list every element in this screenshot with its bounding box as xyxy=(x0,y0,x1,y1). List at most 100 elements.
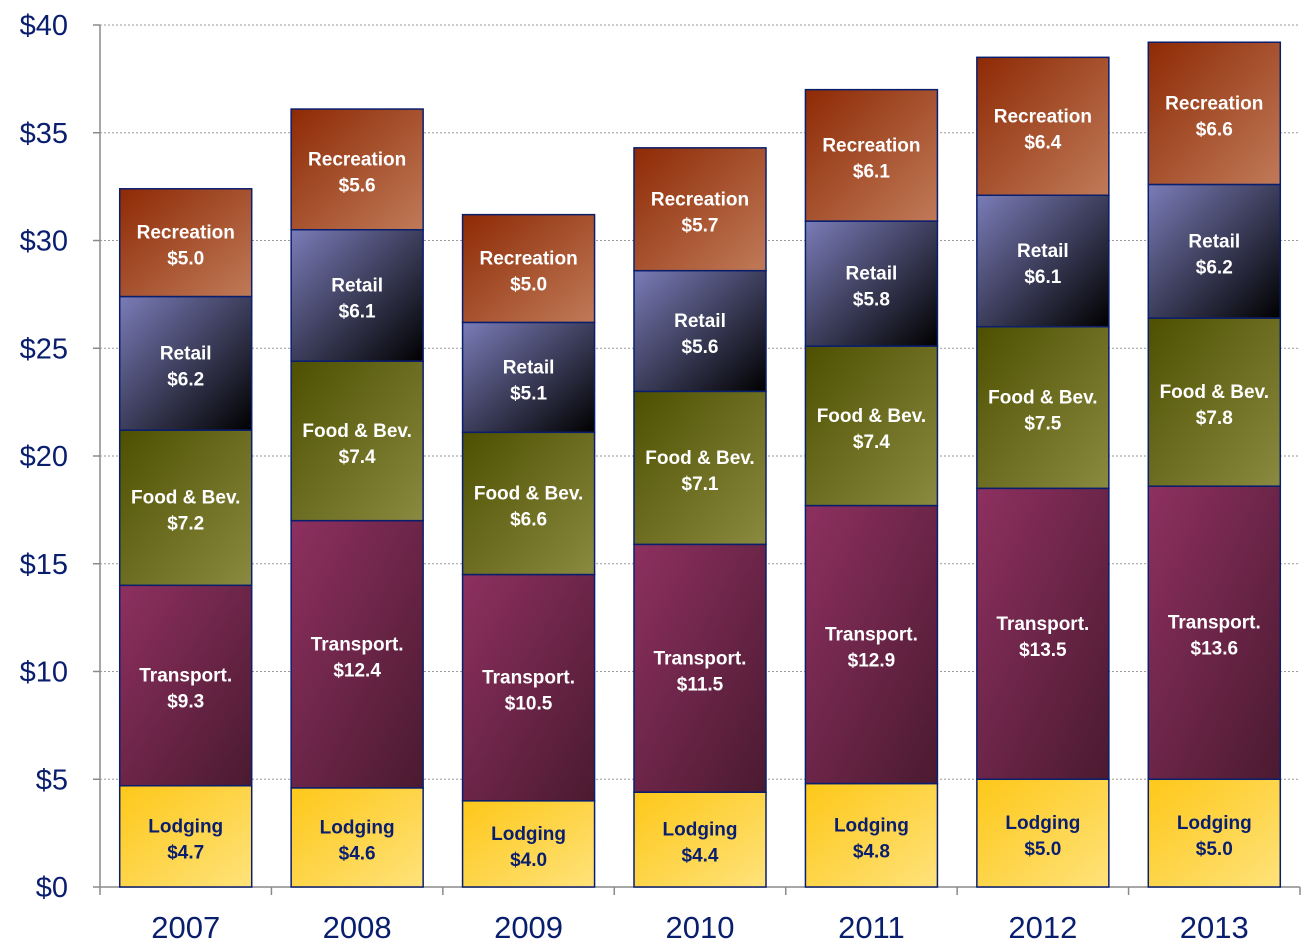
segment-name-label: Food & Bev. xyxy=(302,421,411,442)
segment-value-label: $6.2 xyxy=(1196,257,1233,278)
segment-name-label: Retail xyxy=(160,343,212,364)
y-tick-label: $20 xyxy=(20,441,68,473)
bar-segment-food-bev-2010 xyxy=(633,390,767,546)
bar-segment-lodging-2010 xyxy=(633,791,767,888)
bar-segment-transport-2008 xyxy=(290,519,424,789)
bar-segment-transport-2007 xyxy=(118,584,253,787)
segment-value-label: $7.5 xyxy=(1024,414,1061,435)
bar-segment-lodging-2008 xyxy=(290,787,424,888)
segment-value-label: $13.6 xyxy=(1191,639,1239,660)
segment-name-label: Lodging xyxy=(148,816,223,837)
bar-segment-lodging-2007 xyxy=(118,784,253,888)
y-tick-label: $30 xyxy=(20,226,68,258)
bar-segment-recreation-2012 xyxy=(976,56,1110,196)
segment-value-label: $4.4 xyxy=(682,846,719,867)
bar-segment-retail-2008 xyxy=(290,228,424,362)
x-tick-label: 2011 xyxy=(838,910,905,941)
bar-segment-recreation-2008 xyxy=(290,108,424,231)
segment-name-label: Retail xyxy=(674,311,726,332)
segment-value-label: $5.0 xyxy=(167,249,204,270)
segment-name-label: Food & Bev. xyxy=(817,406,926,427)
bar-segment-lodging-2011 xyxy=(804,782,939,888)
segment-name-label: Lodging xyxy=(834,815,909,836)
segment-value-label: $6.1 xyxy=(339,301,376,322)
segment-name-label: Transport. xyxy=(996,614,1089,635)
segment-value-label: $6.1 xyxy=(1024,267,1061,288)
segment-value-label: $6.4 xyxy=(1024,132,1061,153)
segment-value-label: $7.4 xyxy=(853,432,890,453)
segment-name-label: Food & Bev. xyxy=(131,488,240,509)
segment-value-label: $5.1 xyxy=(510,383,547,404)
segment-name-label: Retail xyxy=(1017,241,1069,262)
segment-name-label: Transport. xyxy=(1168,613,1261,634)
segment-value-label: $6.1 xyxy=(853,161,890,182)
segment-value-label: $7.2 xyxy=(167,514,204,535)
segment-name-label: Transport. xyxy=(139,666,232,687)
bar-segment-recreation-2007 xyxy=(118,188,253,298)
segment-name-label: Transport. xyxy=(482,668,575,689)
bar-segment-recreation-2011 xyxy=(804,88,939,222)
segment-name-label: Transport. xyxy=(654,648,747,669)
y-tick-label: $35 xyxy=(20,118,68,150)
segment-name-label: Recreation xyxy=(1165,93,1263,114)
segment-value-label: $6.6 xyxy=(510,509,547,530)
segment-name-label: Lodging xyxy=(1177,813,1252,834)
y-tick-label: $10 xyxy=(20,657,68,689)
x-tick-label: 2009 xyxy=(494,910,563,941)
segment-name-label: Retail xyxy=(331,275,383,296)
y-tick-label: $25 xyxy=(20,333,68,365)
segment-value-label: $7.1 xyxy=(682,474,719,495)
segment-value-label: $4.7 xyxy=(167,842,204,863)
bar-segment-food-bev-2011 xyxy=(804,345,939,507)
tick-labels: $0 $5 $10 $15 $20 $25 $30 $35 $40 2007 2008 2009 201… xyxy=(20,10,1249,941)
bar-segment-food-bev-2013 xyxy=(1147,317,1282,487)
segment-name-label: Lodging xyxy=(1005,813,1080,834)
segment-value-label: $5.0 xyxy=(510,275,547,296)
segment-name-label: Transport. xyxy=(825,625,918,646)
segment-name-label: Recreation xyxy=(651,189,749,210)
segment-name-label: Lodging xyxy=(663,820,738,841)
segment-name-label: Lodging xyxy=(320,817,395,838)
y-tick-label: $40 xyxy=(20,10,68,42)
segment-value-label: $4.6 xyxy=(339,843,376,864)
segment-name-label: Food & Bev. xyxy=(474,483,583,504)
segment-value-label: $11.5 xyxy=(677,674,724,695)
segment-name-label: Lodging xyxy=(491,824,566,845)
bar-segment-transport-2011 xyxy=(804,504,939,785)
segment-name-label: Retail xyxy=(846,264,898,285)
bar-segment-food-bev-2008 xyxy=(290,360,424,522)
bar-segment-lodging-2009 xyxy=(461,800,596,888)
bar-segment-lodging-2012 xyxy=(976,778,1110,888)
x-tick-label: 2010 xyxy=(666,910,735,941)
segment-value-label: $5.6 xyxy=(682,337,719,358)
y-tick-label: $5 xyxy=(36,764,68,796)
segment-labels: Lodging $4.7 Transport. $9.3 Food & Bev. $7.2… xyxy=(131,93,1269,871)
segment-name-label: Recreation xyxy=(137,223,235,244)
segment-value-label: $5.0 xyxy=(1196,839,1233,860)
bar-segment-retail-2011 xyxy=(804,220,939,347)
segment-value-label: $4.8 xyxy=(853,841,890,862)
bar-segment-retail-2012 xyxy=(976,194,1110,328)
segment-value-label: $7.4 xyxy=(339,447,376,468)
segment-value-label: $5.0 xyxy=(1024,839,1061,860)
bar-segment-retail-2010 xyxy=(633,269,767,393)
bar-segment-food-bev-2009 xyxy=(461,431,596,576)
segment-name-label: Recreation xyxy=(479,249,577,270)
segment-value-label: $10.5 xyxy=(505,694,553,715)
segment-value-label: $5.6 xyxy=(339,175,376,196)
x-tick-label: 2013 xyxy=(1180,910,1249,941)
bar-segment-retail-2007 xyxy=(118,295,253,431)
bar-segment-transport-2013 xyxy=(1147,485,1282,780)
bar-segment-transport-2009 xyxy=(461,573,596,802)
segment-name-label: Recreation xyxy=(994,106,1092,127)
bar-segment-recreation-2009 xyxy=(461,213,596,324)
segment-name-label: Food & Bev. xyxy=(988,388,1097,409)
segment-value-label: $5.7 xyxy=(682,215,719,236)
bar-segment-retail-2009 xyxy=(461,321,596,434)
bar-segment-food-bev-2007 xyxy=(118,429,253,587)
segment-name-label: Transport. xyxy=(311,634,404,655)
y-tick-label: $0 xyxy=(36,872,68,904)
segment-value-label: $5.8 xyxy=(853,290,890,311)
x-tick-label: 2007 xyxy=(151,910,220,941)
segment-name-label: Recreation xyxy=(308,149,406,170)
